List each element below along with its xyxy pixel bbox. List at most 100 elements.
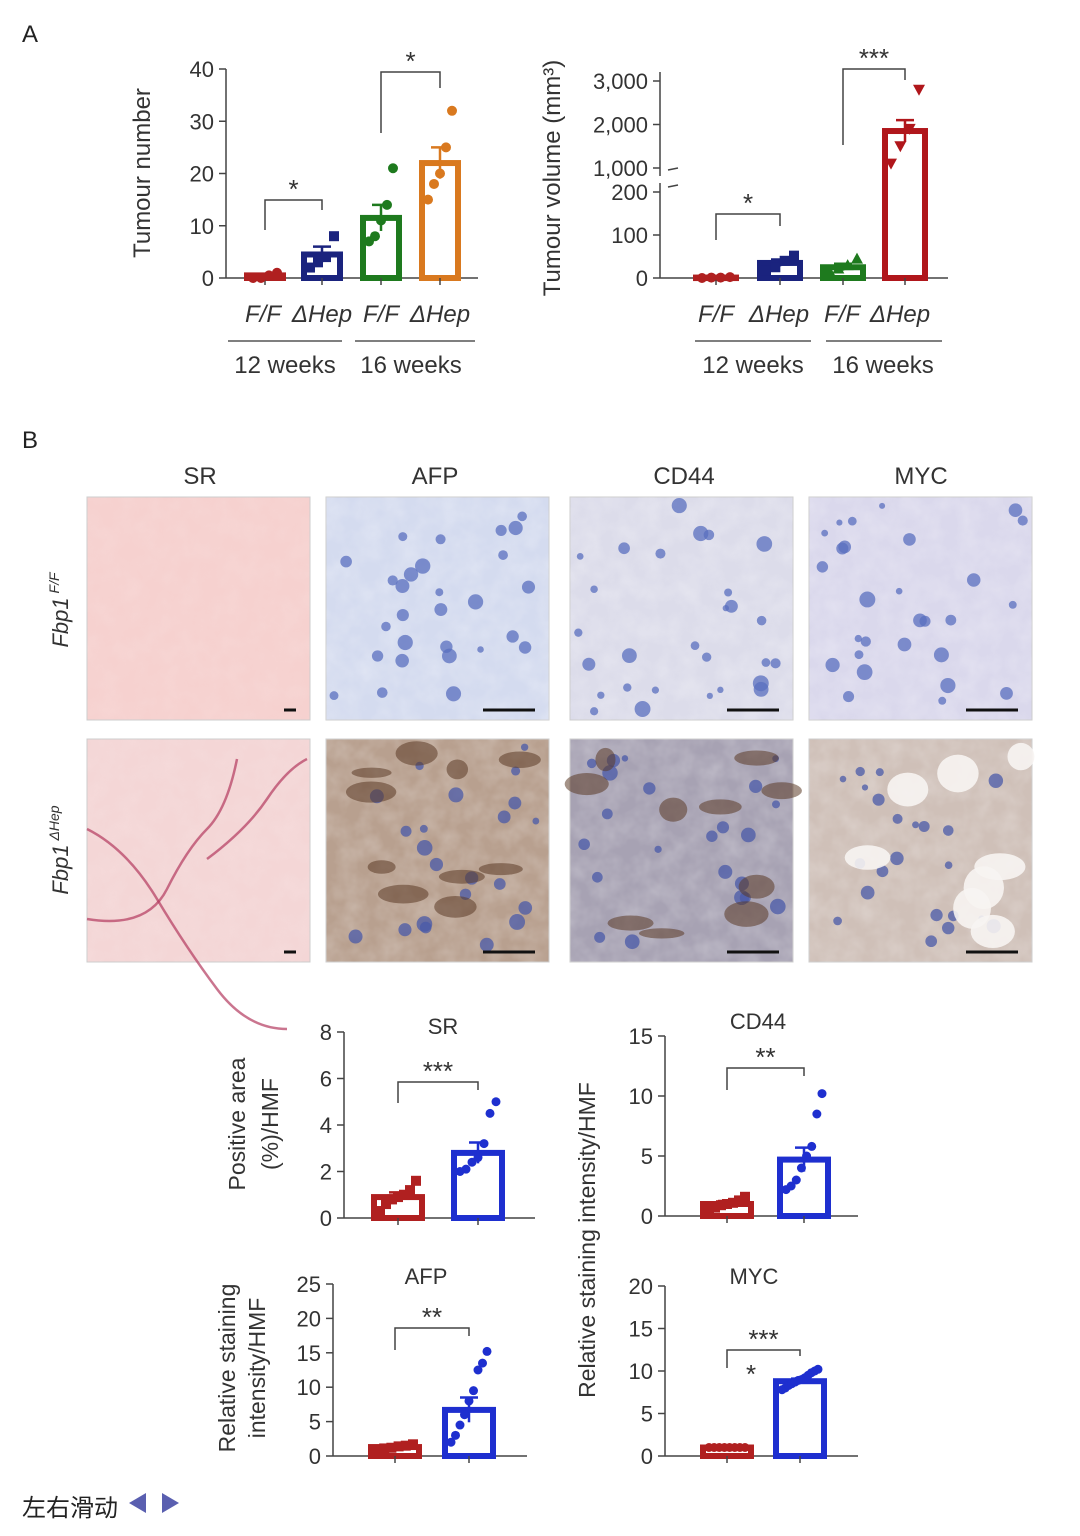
- data-point: [728, 1197, 738, 1208]
- data-point: [473, 1365, 483, 1375]
- panel-a-xlabels: F/F ΔHep F/F ΔHep F/F ΔHep F/F ΔHep 12 weeks 16 w…: [228, 301, 942, 379]
- genotype-label: F/F: [363, 301, 400, 328]
- y-tick-label: 5: [309, 1410, 321, 1435]
- data-point: [823, 264, 835, 276]
- cell-nucleus: [518, 901, 533, 915]
- chart-cd44-quant: 0 5 10 15 ** CD44: [629, 1009, 858, 1229]
- brown-stain: [498, 751, 541, 768]
- cell-nucleus: [495, 524, 507, 536]
- y-axis-title: Relative staining: [214, 1284, 240, 1453]
- cell-nucleus: [634, 701, 651, 717]
- data-point: [305, 262, 315, 273]
- data-point: [740, 1443, 750, 1452]
- histology-image: [325, 738, 550, 963]
- brown-stain: [351, 767, 392, 778]
- data-point: [491, 1097, 501, 1107]
- data-point: [704, 1205, 714, 1215]
- cell-nucleus: [816, 561, 829, 573]
- chart-title: MYC: [730, 1264, 779, 1289]
- swipe-footer: 左右滑动: [22, 1488, 182, 1523]
- data-point: [813, 1364, 823, 1374]
- vacuole: [963, 866, 1004, 910]
- cell-nucleus: [919, 615, 931, 627]
- y-tick-label: 10: [629, 1359, 653, 1384]
- cell-nucleus: [716, 821, 730, 834]
- cell-nucleus: [859, 591, 876, 608]
- cell-nucleus: [892, 813, 903, 824]
- histology-column-title: CD44: [653, 463, 714, 490]
- brown-stain: [434, 895, 477, 918]
- cell-nucleus: [1017, 515, 1028, 526]
- significance-bracket: [264, 199, 323, 230]
- cell-nucleus: [876, 865, 889, 878]
- data-point: [761, 265, 771, 276]
- cell-nucleus: [506, 630, 519, 643]
- y-tick-label: 15: [629, 1317, 653, 1342]
- cell-nucleus: [706, 830, 718, 842]
- cell-nucleus: [511, 766, 521, 776]
- data-point: [370, 231, 380, 242]
- data-point: [482, 1346, 492, 1356]
- cell-nucleus: [395, 579, 410, 593]
- cell-nucleus: [847, 516, 857, 526]
- group-label: 16 weeks: [360, 352, 461, 379]
- cell-nucleus: [930, 908, 943, 922]
- brown-stain: [395, 741, 438, 766]
- data-point: [446, 1437, 456, 1447]
- y-tick-label: 20: [629, 1274, 653, 1299]
- cell-nucleus: [741, 827, 756, 843]
- histology-image: [325, 496, 550, 721]
- prev-arrow-icon[interactable]: [126, 1491, 150, 1521]
- cell-nucleus: [400, 825, 412, 837]
- brown-stain: [724, 901, 769, 927]
- y-tick-label: 20: [297, 1306, 321, 1331]
- cell-nucleus: [381, 621, 391, 632]
- y-tick-label: 8: [320, 1020, 332, 1045]
- cell-nucleus: [387, 575, 398, 586]
- next-arrow-icon[interactable]: [158, 1491, 182, 1521]
- cell-nucleus: [398, 532, 408, 542]
- data-point: [740, 1191, 750, 1202]
- data-point: [478, 1358, 487, 1368]
- data-point: [812, 1109, 822, 1119]
- data-point: [379, 1443, 390, 1454]
- data-point: [399, 1189, 409, 1200]
- y-tick-label: 0: [320, 1206, 332, 1231]
- cell-nucleus: [416, 840, 433, 856]
- brown-stain: [595, 747, 616, 772]
- histology-image: [86, 738, 311, 1031]
- vacuole: [1007, 742, 1035, 771]
- axis-break-mask: [650, 176, 670, 183]
- cell-nucleus: [576, 553, 584, 560]
- y-tick-label: 0: [309, 1444, 321, 1469]
- cell-nucleus: [772, 800, 781, 809]
- y-tick-label: 15: [297, 1341, 321, 1366]
- cell-nucleus: [621, 648, 637, 664]
- cell-nucleus: [717, 686, 724, 694]
- genotype-label: F/F: [245, 301, 282, 328]
- data-point: [248, 273, 258, 283]
- cell-nucleus: [467, 594, 484, 610]
- cell-nucleus: [860, 636, 871, 647]
- data-point: [894, 141, 907, 153]
- significance-bracket: [397, 1081, 479, 1103]
- data-point: [381, 1199, 391, 1210]
- significance-label: ***: [859, 43, 889, 73]
- cell-nucleus: [860, 885, 875, 900]
- cell-nucleus: [517, 511, 527, 522]
- cell-nucleus: [594, 931, 606, 943]
- data-point: [807, 1141, 817, 1151]
- histology-panel: SR AFP CD44 MYC Fbp1 F/F Fbp1 ΔHep: [46, 463, 1035, 1031]
- data-point: [716, 1200, 726, 1211]
- cell-nucleus: [624, 934, 640, 950]
- brown-stain: [377, 884, 429, 904]
- data-point: [913, 84, 925, 96]
- cell-nucleus: [618, 542, 630, 555]
- data-point: [393, 1192, 403, 1203]
- cell-nucleus: [861, 784, 869, 791]
- cell-nucleus: [582, 657, 596, 671]
- y-tick-label: 0: [641, 1444, 653, 1469]
- histology-row-label: Fbp1 F/F: [46, 571, 73, 647]
